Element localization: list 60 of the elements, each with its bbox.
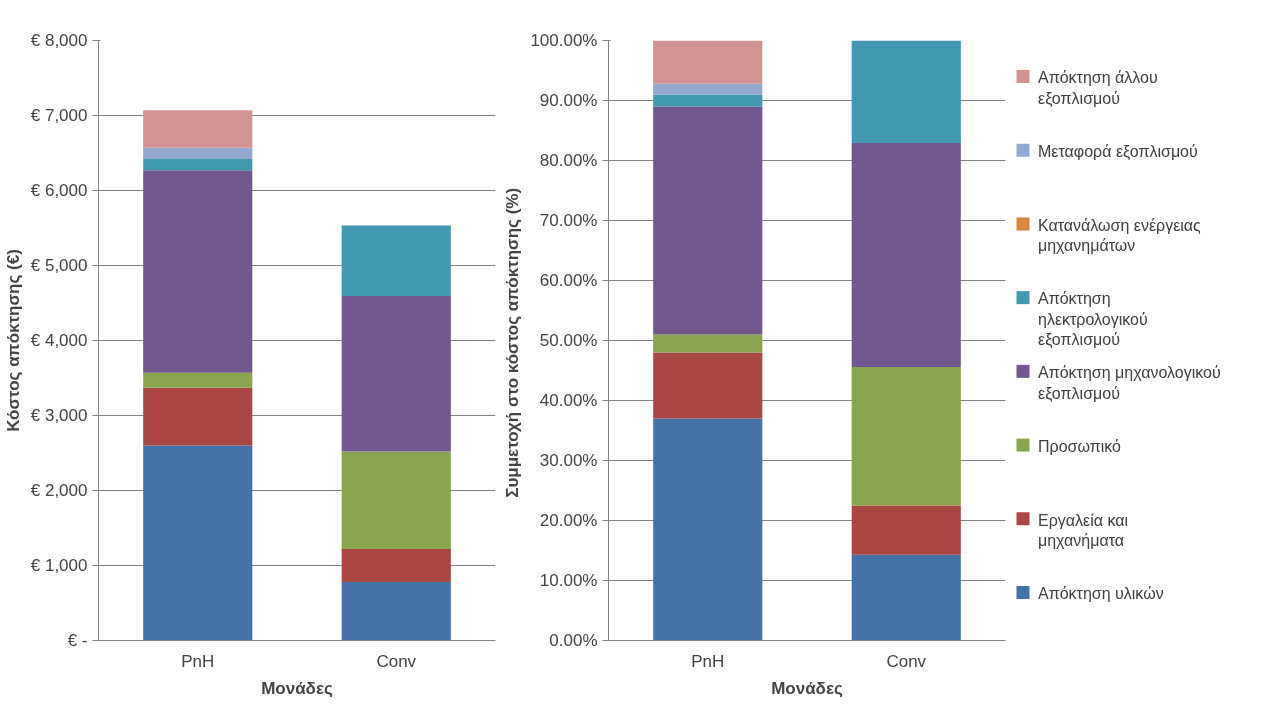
x-tick-label: PnH <box>691 651 725 671</box>
bar <box>143 372 253 388</box>
bar <box>143 147 253 159</box>
y-tick-label: 10.00% <box>539 571 598 590</box>
legend-label: Απόκτηση μηχανολογικού εξοπλισμού <box>1038 364 1221 403</box>
y-tick-label: 60.00% <box>539 271 598 290</box>
y-tick-label: 20.00% <box>539 511 598 530</box>
bar <box>851 40 961 144</box>
y-tick-label: € 7,000 <box>30 106 88 125</box>
legend-label: Απόκτηση άλλου εξοπλισμού <box>1038 69 1158 108</box>
x-axis-title: Μονάδες <box>771 678 843 698</box>
bar <box>341 295 451 452</box>
y-tick-label: € 3,000 <box>30 406 88 425</box>
bar <box>653 352 763 419</box>
y-tick-label: 0.00% <box>549 631 598 650</box>
y-tick-label: € - <box>67 631 88 650</box>
bar <box>653 94 763 107</box>
x-tick-label: PnH <box>181 651 215 671</box>
y-tick-label: € 1,000 <box>30 556 88 575</box>
bar <box>653 83 763 95</box>
y-tick-label: 90.00% <box>539 91 598 110</box>
legend-label: Προσωπικό <box>1038 437 1122 455</box>
bar <box>653 40 763 84</box>
y-tick-label: € 6,000 <box>30 181 88 200</box>
bar <box>653 334 763 353</box>
bar <box>143 170 253 373</box>
bar <box>653 106 763 335</box>
bar <box>341 549 451 582</box>
legend-label: Εργαλεία και μηχανήματα <box>1038 511 1129 549</box>
y-tick-label: 100.00% <box>530 31 598 50</box>
bar <box>143 110 253 148</box>
y-tick-label: 30.00% <box>539 451 598 470</box>
x-tick-label: Conv <box>886 651 927 671</box>
bar <box>851 554 961 641</box>
bar <box>143 387 253 446</box>
bar <box>341 582 451 641</box>
y-axis-title: Συμμετοχή στο κόστος απόκτησης (%) <box>503 187 523 498</box>
bar <box>341 451 451 549</box>
legend-label: Απόκτηση ηλεκτρολογικού εξοπλισμού <box>1038 290 1148 350</box>
bar <box>341 225 451 296</box>
bar <box>851 366 961 506</box>
y-tick-label: € 5,000 <box>30 256 88 275</box>
y-tick-label: € 2,000 <box>30 481 88 500</box>
y-tick-label: 70.00% <box>539 211 598 230</box>
x-tick-label: Conv <box>376 651 417 671</box>
y-tick-label: 80.00% <box>539 151 598 170</box>
y-tick-label: 40.00% <box>539 391 598 410</box>
y-axis-title: Κόστος απόκτησης (€) <box>3 249 23 432</box>
y-tick-label: 50.00% <box>539 331 598 350</box>
legend-label: Κατανάλωση ενέργειας μηχανημάτων <box>1038 216 1202 255</box>
legend-label: Μεταφορά εξοπλισμού <box>1038 143 1198 162</box>
legend-label: Απόκτηση υλικών <box>1038 585 1164 603</box>
bar <box>653 418 763 641</box>
bar <box>851 505 961 555</box>
bar <box>143 445 253 641</box>
x-axis-title: Μονάδες <box>261 678 333 698</box>
bar <box>851 143 961 367</box>
y-tick-label: € 8,000 <box>30 31 88 50</box>
y-tick-label: € 4,000 <box>30 331 88 350</box>
bar <box>143 159 253 171</box>
